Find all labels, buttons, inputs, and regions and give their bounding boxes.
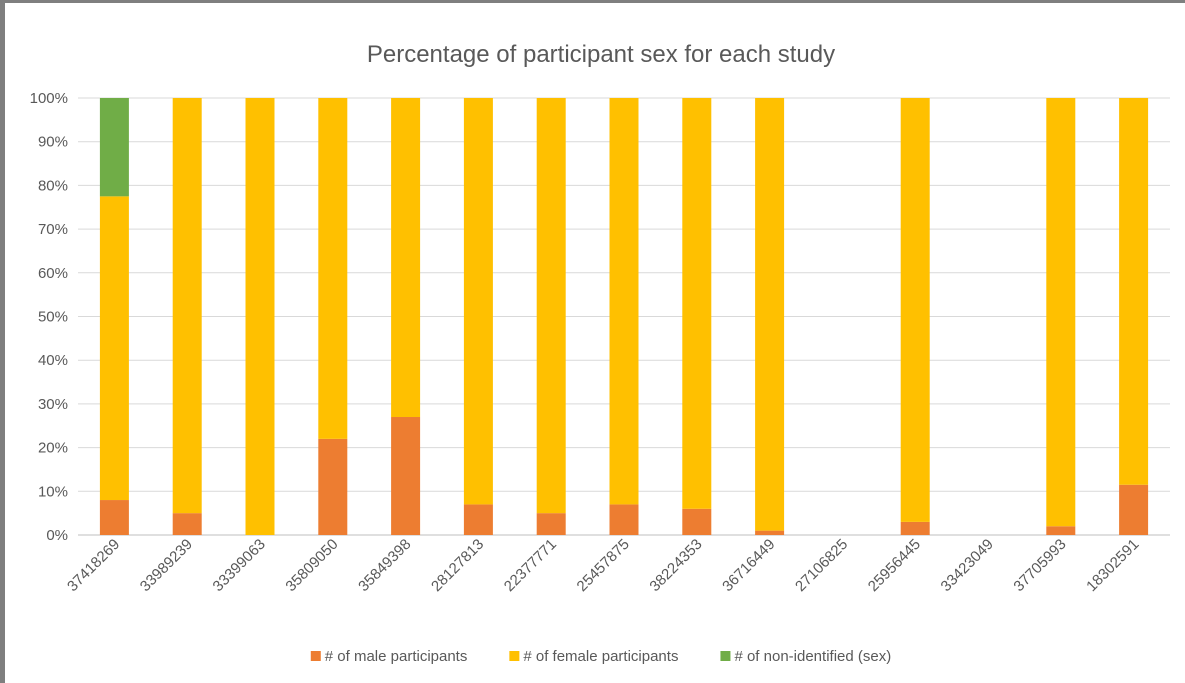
legend-swatch (310, 651, 321, 661)
bar-segment (755, 98, 785, 531)
legend-item: # of female participants (509, 648, 678, 665)
x-tick-label: 35849398 (355, 536, 414, 595)
legend-label: # of male participants (325, 648, 468, 665)
bar-segment (682, 98, 712, 509)
y-tick-label: 50% (38, 309, 68, 326)
y-tick-label: 60% (38, 265, 68, 282)
bar-segment (536, 513, 566, 535)
legend-swatch (720, 651, 731, 661)
y-tick-label: 0% (46, 527, 68, 544)
x-tick-label: 28127813 (428, 536, 487, 595)
bar-segment (318, 438, 348, 535)
legend-item: # of male participants (310, 648, 468, 665)
legend-label: # of non-identified (sex) (734, 648, 891, 665)
x-axis-ticks: 37418269 33989239 33399063 35809050 35849398… (64, 536, 1142, 595)
x-tick-label: 38224353 (646, 536, 705, 595)
y-tick-label: 100% (30, 90, 68, 107)
x-tick-label: 27106825 (792, 536, 851, 595)
bar-segment (609, 504, 639, 535)
bar-segment (463, 504, 493, 535)
bar-segment (609, 98, 639, 505)
y-tick-label: 80% (38, 177, 68, 194)
bar-segment (1046, 98, 1076, 527)
x-tick-label: 25956445 (865, 536, 924, 595)
bar-segment (1046, 526, 1076, 535)
bar-segment (682, 508, 712, 535)
bar-segment (245, 98, 275, 535)
x-tick-label: 22377771 (501, 536, 560, 595)
bar-segment (900, 98, 930, 522)
bar-segment (536, 98, 566, 514)
y-tick-label: 20% (38, 440, 68, 457)
legend: # of male participants # of female partic… (310, 648, 891, 665)
y-tick-label: 90% (38, 134, 68, 151)
x-tick-label: 18302591 (1083, 536, 1142, 595)
bar-segment (755, 530, 785, 535)
bar-segment (391, 98, 421, 418)
x-tick-label: 33989239 (137, 536, 196, 595)
bar-segment (172, 513, 202, 535)
y-tick-label: 10% (38, 483, 68, 500)
y-tick-label: 30% (38, 396, 68, 413)
bar-segment (900, 521, 930, 535)
y-axis-ticks: 0% 10% 20% 30% 40% 50% 60% 70% 80% 90% 100% (30, 90, 68, 544)
chart-title: Percentage of participant sex for each s… (367, 41, 835, 68)
x-tick-label: 33423049 (938, 536, 997, 595)
bar-segment (318, 98, 348, 439)
bar-segment (99, 196, 129, 501)
x-tick-label: 35809050 (282, 536, 341, 595)
bar-segment (172, 98, 202, 514)
legend-swatch (509, 651, 520, 661)
legend-label: # of female participants (523, 648, 678, 665)
legend-item: # of non-identified (sex) (720, 648, 891, 665)
x-tick-label: 25457875 (574, 536, 633, 595)
y-tick-label: 40% (38, 352, 68, 369)
bars (99, 98, 1149, 535)
bar-segment (391, 417, 421, 535)
bar-segment (99, 98, 129, 197)
bar-segment (1119, 484, 1149, 535)
x-tick-label: 36716449 (719, 536, 778, 595)
bar-segment (99, 500, 129, 535)
y-tick-label: 70% (38, 221, 68, 238)
x-tick-label: 37418269 (64, 536, 123, 595)
x-tick-label: 37705993 (1010, 536, 1069, 595)
bar-segment (463, 98, 493, 505)
bar-segment (1119, 98, 1149, 485)
x-tick-label: 33399063 (210, 536, 269, 595)
